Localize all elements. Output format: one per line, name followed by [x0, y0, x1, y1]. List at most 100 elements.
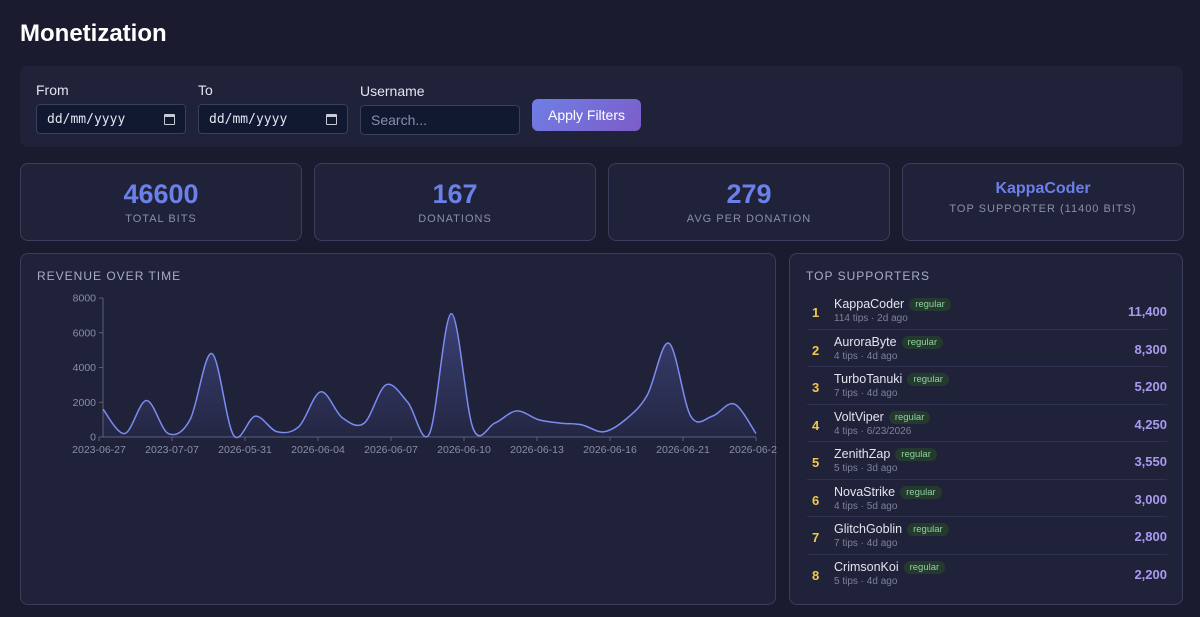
supporter-meta: 7 tips · 4d ago [834, 538, 898, 549]
supporters-title: TOP SUPPORTERS [806, 269, 931, 283]
status-badge: regular [907, 373, 949, 386]
y-tick-label: 0 [90, 432, 96, 444]
x-tick-label: 2026-05-31 [218, 444, 272, 456]
stat-value: KappaCoder [995, 180, 1091, 197]
rank-number: 2 [812, 342, 820, 358]
supporter-name: VoltViper regular [834, 409, 931, 424]
rank-number: 6 [812, 492, 820, 508]
stat-card-top-supporter: KappaCoder TOP SUPPORTER (11400 BITS) [902, 163, 1184, 241]
supporter-name: ZenithZap regular [834, 447, 937, 461]
list-item[interactable]: 6 NovaStrike regular 4 tips · 5d ago 3,000 [807, 480, 1167, 517]
supporter-name: GlitchGoblin regular [834, 522, 949, 536]
stat-card-avg-per-donation: 279 AVG PER DONATION [608, 163, 890, 241]
status-badge: regular [895, 448, 937, 461]
supporter-amount: 5,200 [1134, 379, 1167, 394]
x-tick-label: 2026-06-13 [510, 444, 564, 456]
list-item[interactable]: 8 CrimsonKoi regular 5 tips · 4d ago 2,200 [807, 555, 1167, 593]
list-item[interactable]: 5 ZenithZap regular 5 tips · 3d ago 3,550 [807, 442, 1167, 480]
y-tick-label: 6000 [73, 327, 97, 339]
list-item[interactable]: 7 GlitchGoblin regular 7 tips · 4d ago 2,800 [807, 517, 1167, 555]
y-tick-label: 4000 [73, 362, 97, 374]
supporter-meta: 5 tips · 3d ago [834, 463, 898, 474]
list-item[interactable]: 3 TurboTanuki regular 7 tips · 4d ago 5,200 [807, 367, 1167, 405]
to-date-input[interactable]: dd/mm/yyyy [198, 104, 348, 134]
supporter-amount: 8,300 [1134, 341, 1167, 357]
supporter-meta: 114 tips · 2d ago [834, 313, 908, 324]
supporter-name: TurboTanuki regular [834, 372, 949, 386]
x-tick-label: 2026-06-21 [656, 444, 710, 456]
rank-number: 8 [812, 567, 820, 583]
revenue-title: REVENUE OVER TIME [37, 269, 182, 283]
supporter-amount: 3,550 [1134, 454, 1167, 469]
from-field: From dd/mm/yyyy [36, 82, 186, 134]
rank-number: 5 [812, 455, 820, 470]
stat-card-total-bits: 46600 TOTAL BITS [20, 163, 302, 241]
stat-label: TOTAL BITS [125, 213, 197, 225]
from-label: From [36, 82, 69, 98]
supporter-meta: 4 tips · 6/23/2026 [834, 425, 912, 437]
supporter-name-text: NovaStrike [834, 484, 896, 499]
supporter-meta: 5 tips · 4d ago [834, 575, 898, 587]
supporter-name-text: TurboTanuki [834, 372, 903, 386]
stat-label: DONATIONS [418, 213, 492, 225]
supporter-name-text: CrimsonKoi [834, 559, 899, 574]
y-tick-label: 8000 [73, 293, 97, 305]
to-date-value: dd/mm/yyyy [209, 111, 288, 127]
to-label: To [198, 82, 213, 98]
stat-card-donations: 167 DONATIONS [314, 163, 596, 241]
supporter-name: KappaCoder regular [834, 297, 951, 311]
supporter-name-text: ZenithZap [834, 447, 891, 461]
status-badge: regular [907, 523, 949, 536]
supporter-meta: 4 tips · 5d ago [834, 500, 898, 512]
rank-number: 4 [812, 417, 820, 433]
x-tick-label: 2023-06-27 [72, 444, 126, 456]
x-tick-label: 2023-07-07 [145, 444, 199, 456]
x-tick-label: 2026-06-04 [291, 444, 345, 456]
stat-value: 279 [726, 179, 772, 209]
username-placeholder: Search... [371, 112, 428, 128]
list-item[interactable]: 2 AuroraByte regular 4 tips · 4d ago 8,300 [807, 330, 1167, 367]
to-field: To dd/mm/yyyy [198, 82, 348, 134]
revenue-panel: REVENUE OVER TIME 8000 6000 4000 2000 0 2023-… [20, 253, 777, 605]
page-title: Monetization [20, 20, 167, 47]
calendar-icon[interactable] [164, 113, 175, 125]
supporter-list: 1 KappaCoder regular 114 tips · 2d ago 11,40… [807, 292, 1167, 592]
from-date-input[interactable]: dd/mm/yyyy [36, 104, 186, 134]
supporter-amount: 11,400 [1127, 304, 1167, 319]
supporter-amount: 3,000 [1134, 491, 1167, 507]
from-date-value: dd/mm/yyyy [47, 111, 126, 127]
x-tick-label: 2026-06-10 [437, 444, 491, 456]
supporter-name: NovaStrike regular [834, 485, 942, 499]
x-tick-label: 2026-06-16 [583, 444, 637, 456]
supporters-panel: TOP SUPPORTERS 1 KappaCoder regular 114 tip… [789, 253, 1183, 605]
username-label: Username [360, 83, 425, 99]
supporter-name: AuroraByte regular [834, 334, 944, 349]
supporter-name-text: AuroraByte [834, 334, 897, 349]
x-tick-label: 2026-06-27 [729, 444, 777, 456]
apply-filters-button[interactable]: Apply Filters [532, 99, 641, 131]
list-item[interactable]: 1 KappaCoder regular 114 tips · 2d ago 11,40… [807, 292, 1167, 330]
supporter-amount: 2,800 [1134, 529, 1167, 544]
supporter-amount: 2,200 [1134, 566, 1167, 582]
y-tick-label: 2000 [73, 397, 97, 409]
status-badge: regular [901, 335, 944, 349]
list-item[interactable]: 4 VoltViper regular 4 tips · 6/23/2026 4,250 [807, 405, 1167, 442]
supporter-amount: 4,250 [1134, 416, 1167, 432]
filter-bar: From dd/mm/yyyy To dd/mm/yyyy Username S… [20, 66, 1183, 147]
supporter-meta: 4 tips · 4d ago [834, 350, 898, 362]
status-badge: regular [900, 485, 942, 499]
stat-label: TOP SUPPORTER (11400 BITS) [949, 203, 1137, 215]
calendar-icon[interactable] [326, 113, 337, 125]
supporter-name: CrimsonKoi regular [834, 559, 946, 574]
status-badge: regular [909, 298, 951, 311]
rank-number: 7 [812, 530, 820, 545]
revenue-area [103, 313, 756, 438]
rank-number: 3 [812, 380, 820, 395]
supporter-name-text: VoltViper [834, 409, 884, 424]
username-search-input[interactable]: Search... [360, 105, 520, 135]
stat-label: AVG PER DONATION [686, 213, 812, 225]
rank-number: 1 [812, 305, 820, 320]
revenue-line [102, 312, 757, 439]
stat-value: 46600 [123, 179, 199, 209]
